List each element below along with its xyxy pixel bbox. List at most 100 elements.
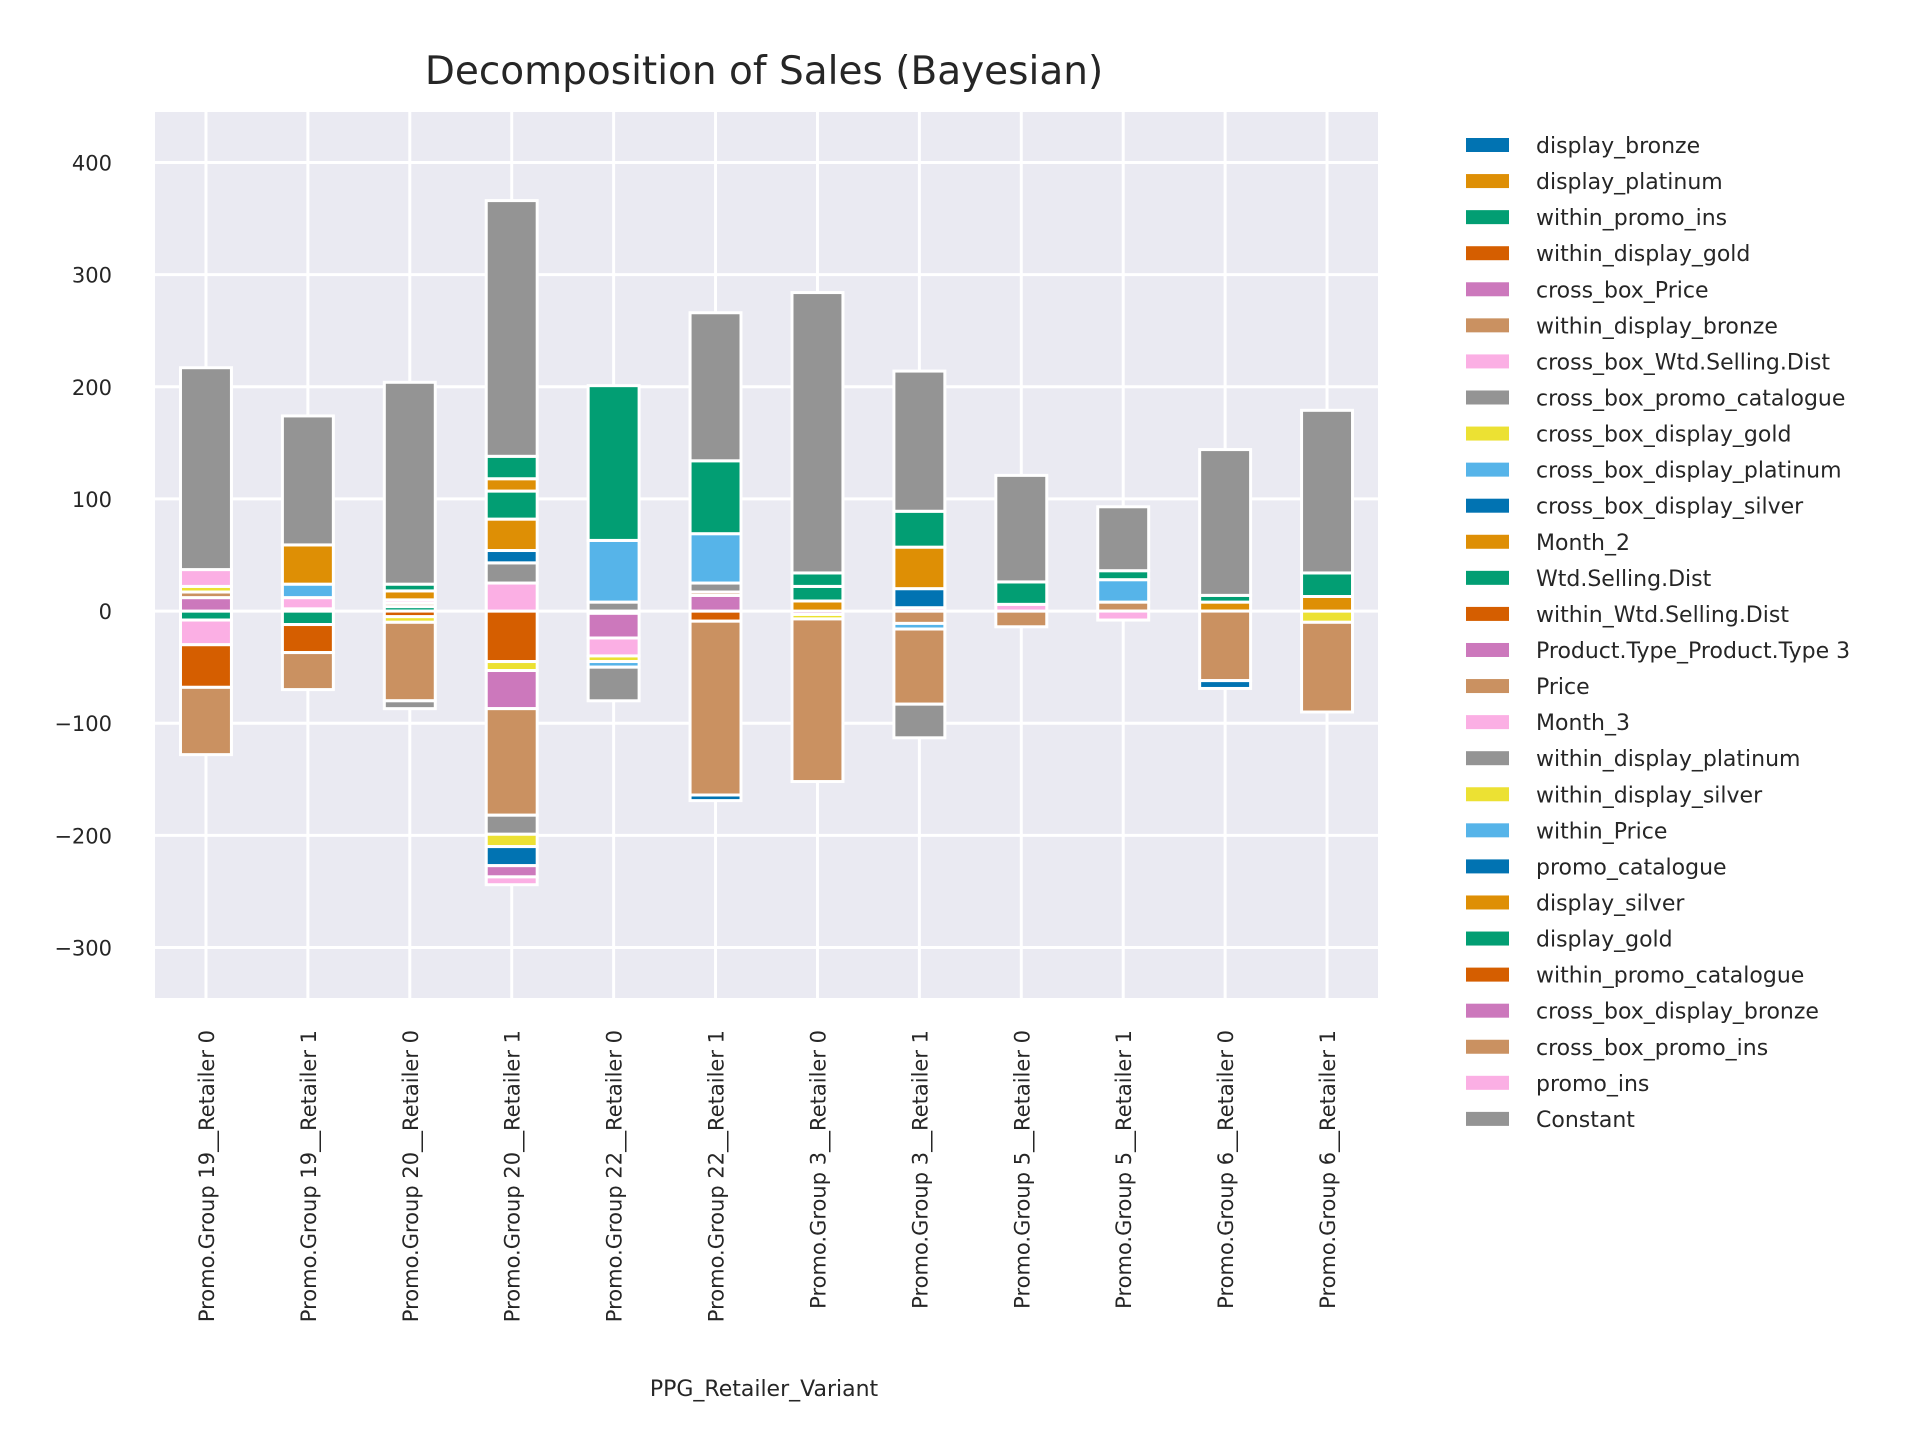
bar-segment xyxy=(382,699,437,711)
legend-label: within_promo_ins xyxy=(1536,206,1727,231)
legend-label: cross_box_display_gold xyxy=(1536,423,1791,448)
bar-segment xyxy=(484,864,539,879)
bar-segment xyxy=(688,532,743,585)
legend-swatch xyxy=(1466,210,1509,225)
legend-label: Constant xyxy=(1536,1108,1635,1133)
x-tick-label: Promo.Group 6__Retailer 1 xyxy=(1316,1030,1341,1309)
legend-label: display_gold xyxy=(1536,928,1673,953)
bar-segment xyxy=(1300,620,1355,714)
bar-segment xyxy=(178,643,233,689)
legend-swatch xyxy=(1466,318,1509,333)
bar-segment xyxy=(688,609,743,623)
x-tick-label: Promo.Group 19__Retailer 0 xyxy=(195,1030,220,1322)
bar-segment xyxy=(280,596,335,611)
legend-swatch xyxy=(1466,931,1509,946)
bar-segment xyxy=(382,380,437,586)
y-tick-label: 300 xyxy=(72,264,112,288)
bar-segment xyxy=(1096,505,1151,573)
x-tick-label: Promo.Group 5__Retailer 1 xyxy=(1112,1030,1137,1309)
bar-segment xyxy=(892,609,947,625)
bar-segment xyxy=(586,665,641,703)
legend-label: within_display_gold xyxy=(1536,242,1750,267)
legend-swatch xyxy=(1466,823,1509,838)
legend-swatch xyxy=(1466,606,1509,621)
legend-label: within_display_platinum xyxy=(1536,747,1800,772)
bar-segment xyxy=(790,599,845,613)
bar-segment xyxy=(178,618,233,647)
legend-swatch xyxy=(1466,462,1509,477)
legend-label: within_Wtd.Selling.Dist xyxy=(1536,603,1789,628)
y-tick-label: 200 xyxy=(72,376,112,400)
x-tick-label: Promo.Group 6__Retailer 0 xyxy=(1214,1030,1239,1309)
x-axis-label: PPG_Retailer_Variant xyxy=(650,1377,879,1402)
y-tick-label: 0 xyxy=(99,600,112,624)
bar-segment xyxy=(790,617,845,784)
legend-label: promo_catalogue xyxy=(1536,855,1727,880)
legend-label: cross_box_display_platinum xyxy=(1536,459,1842,484)
legend-swatch xyxy=(1466,751,1509,766)
bar-segment xyxy=(892,369,947,513)
bar-segment xyxy=(178,685,233,757)
bar-segment xyxy=(994,609,1049,629)
legend-swatch xyxy=(1466,1003,1509,1018)
legend-swatch xyxy=(1466,642,1509,657)
bar-segment xyxy=(280,651,335,692)
bar-segment xyxy=(1096,609,1151,622)
legend-swatch xyxy=(1466,426,1509,441)
legend-swatch xyxy=(1466,1039,1509,1054)
bar-segment xyxy=(688,459,743,536)
bar-segment xyxy=(994,473,1049,584)
bar-segment xyxy=(892,587,947,610)
legend-swatch xyxy=(1466,1075,1509,1090)
x-tick-label: Promo.Group 22__Retailer 0 xyxy=(603,1030,628,1322)
legend-label: Month_3 xyxy=(1536,711,1630,736)
legend-swatch xyxy=(1466,787,1509,802)
legend-label: within_Price xyxy=(1536,819,1667,844)
x-tick-label: Promo.Group 3__Retailer 1 xyxy=(908,1030,933,1309)
legend-swatch xyxy=(1466,715,1509,730)
bar-segment xyxy=(484,454,539,481)
bar-segment xyxy=(382,620,437,703)
bar-segment xyxy=(1300,408,1355,575)
bar-segment xyxy=(688,311,743,463)
legend-label: Wtd.Selling.Dist xyxy=(1536,567,1712,592)
legend-label: Price xyxy=(1536,675,1590,700)
bar-segment xyxy=(280,609,335,627)
bar-segment xyxy=(892,545,947,591)
legend-label: cross_box_promo_ins xyxy=(1536,1036,1768,1061)
bar-segment xyxy=(1198,448,1253,597)
bar-segment xyxy=(484,669,539,711)
legend-label: display_platinum xyxy=(1536,170,1723,195)
bar-segment xyxy=(688,793,743,803)
plot-area xyxy=(155,112,1378,998)
legend-swatch xyxy=(1466,679,1509,694)
legend-swatch xyxy=(1466,138,1509,152)
bar-segment xyxy=(688,593,743,613)
legend-label: cross_box_display_bronze xyxy=(1536,1000,1819,1025)
legend-swatch xyxy=(1466,282,1509,297)
legend-label: cross_box_Price xyxy=(1536,278,1708,303)
bar-segment xyxy=(790,571,845,588)
legend-label: cross_box_display_silver xyxy=(1536,495,1804,520)
y-tick-label: −100 xyxy=(54,712,112,736)
legend-swatch xyxy=(1466,967,1509,982)
legend-swatch xyxy=(1466,895,1509,910)
bar-segment xyxy=(892,627,947,706)
legend-label: within_promo_catalogue xyxy=(1536,964,1804,989)
bar-segment xyxy=(1300,571,1355,598)
bar-segment xyxy=(994,580,1049,606)
legend-swatch xyxy=(1466,570,1509,585)
bar-segment xyxy=(280,414,335,547)
bar-segment xyxy=(892,702,947,740)
bar-segment xyxy=(892,509,947,549)
y-tick-label: 100 xyxy=(72,488,112,512)
bar-segment xyxy=(484,477,539,493)
bar-segment xyxy=(688,619,743,797)
bar-segment xyxy=(484,609,539,664)
bar-segment xyxy=(484,517,539,553)
x-axis-ticks: Promo.Group 19__Retailer 0 Promo.Group 19… xyxy=(195,1030,1341,1322)
bar-segment xyxy=(280,623,335,655)
legend-label: display_bronze xyxy=(1536,134,1700,159)
bar-segment xyxy=(586,384,641,542)
bar-segment xyxy=(280,582,335,600)
